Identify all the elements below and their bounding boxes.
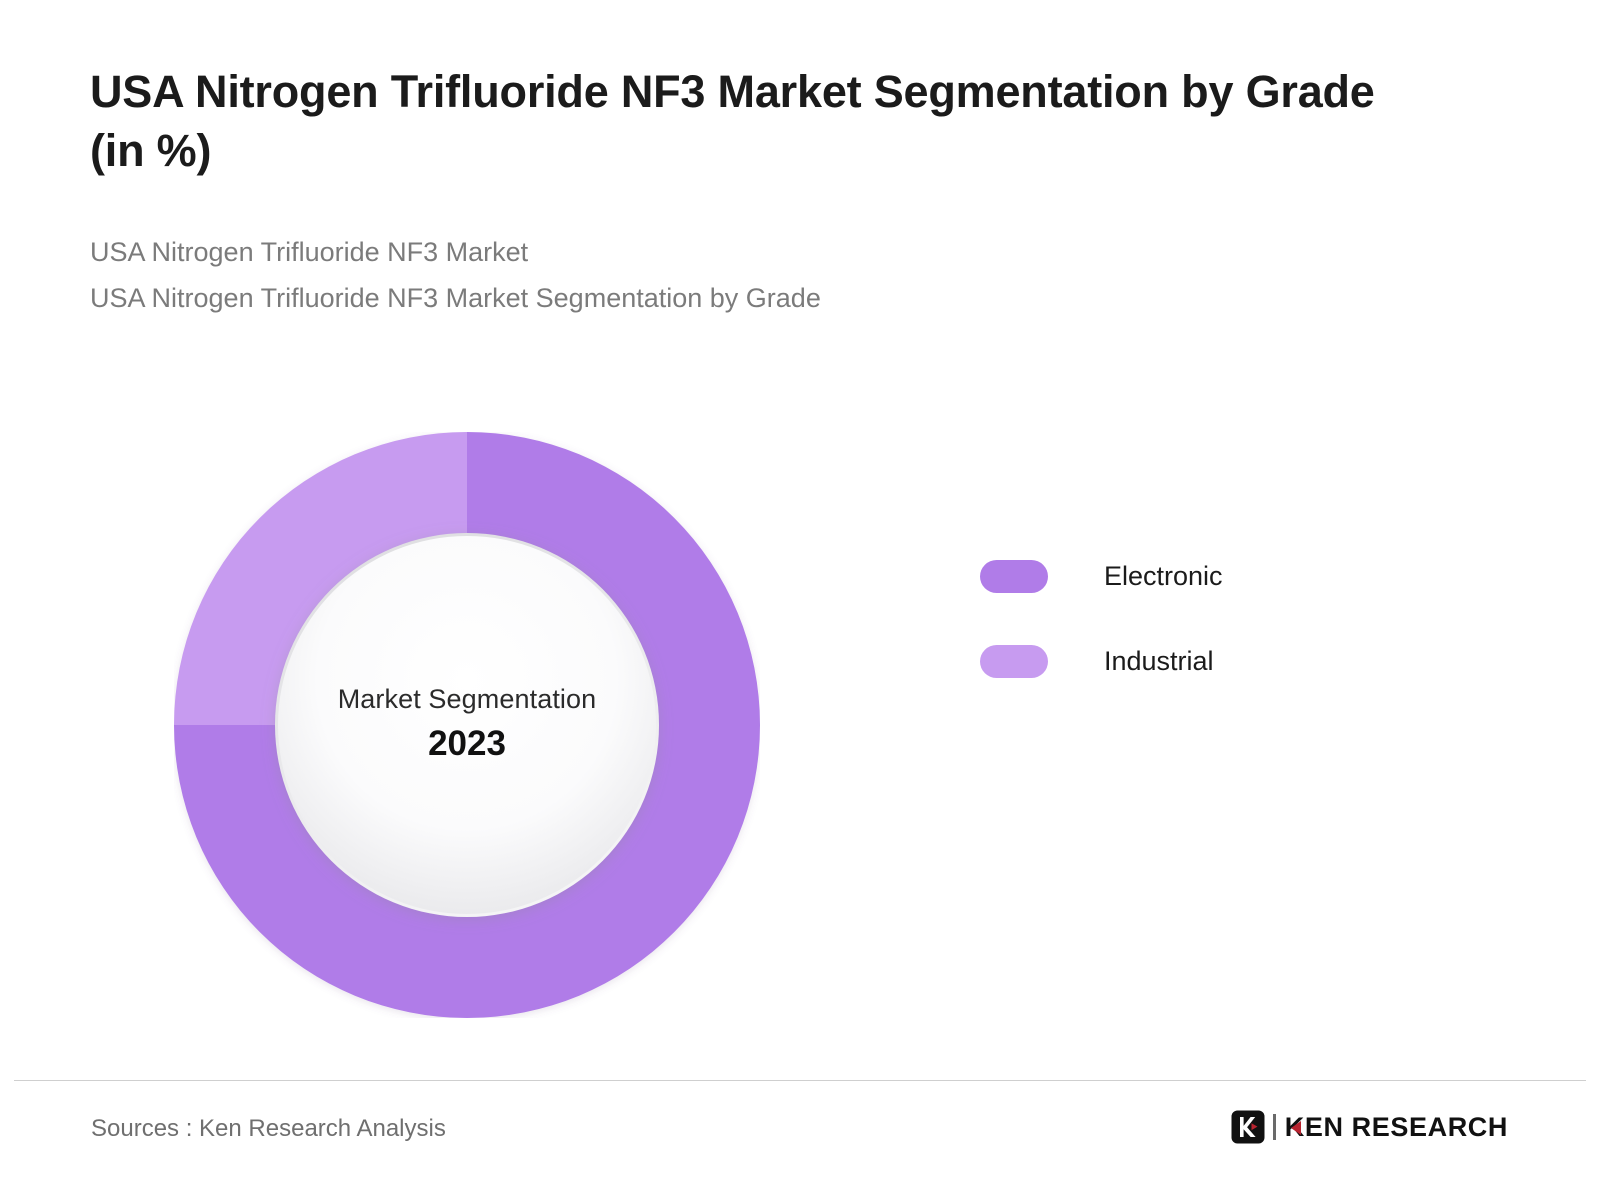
- donut-chart: Market Segmentation 2023: [174, 432, 760, 1018]
- donut-chart-svg: [174, 432, 760, 1018]
- logo-separator: [1272, 1114, 1276, 1140]
- ken-research-k-mark-icon: [1231, 1110, 1265, 1144]
- chart-header: USA Nitrogen Trifluoride NF3 Market Segm…: [90, 62, 1490, 322]
- chart-subtitle: USA Nitrogen Trifluoride NF3 Market USA …: [90, 229, 1490, 322]
- legend-label-electronic: Electronic: [1104, 561, 1223, 591]
- footer-divider: [14, 1080, 1586, 1081]
- legend-label-industrial: Industrial: [1104, 646, 1214, 676]
- chart-legend: Electronic Industrial: [980, 560, 1223, 678]
- subtitle-line-2: USA Nitrogen Trifluoride NF3 Market Segm…: [90, 283, 821, 314]
- legend-item-electronic[interactable]: Electronic: [980, 560, 1223, 593]
- ken-research-logo: KEN RESEARCH: [1231, 1107, 1508, 1147]
- subtitle-line-1: USA Nitrogen Trifluoride NF3 Market: [90, 236, 529, 267]
- chart-footer: Sources : Ken Research Analysis KEN RESE…: [0, 1081, 1600, 1200]
- brand-name: KEN RESEARCH: [1284, 1111, 1508, 1142]
- legend-swatch-icon-industrial: [980, 645, 1048, 678]
- brand-accent-triangle-icon: [1290, 1120, 1301, 1135]
- brand-name-text: KEN RESEARCH: [1284, 1111, 1508, 1142]
- donut-hole: [278, 536, 656, 914]
- footer-source-text: Sources : Ken Research Analysis: [91, 1115, 446, 1142]
- legend-swatch-icon-electronic: [980, 560, 1048, 593]
- page-title: USA Nitrogen Trifluoride NF3 Market Segm…: [90, 66, 1375, 177]
- legend-item-industrial[interactable]: Industrial: [980, 645, 1223, 678]
